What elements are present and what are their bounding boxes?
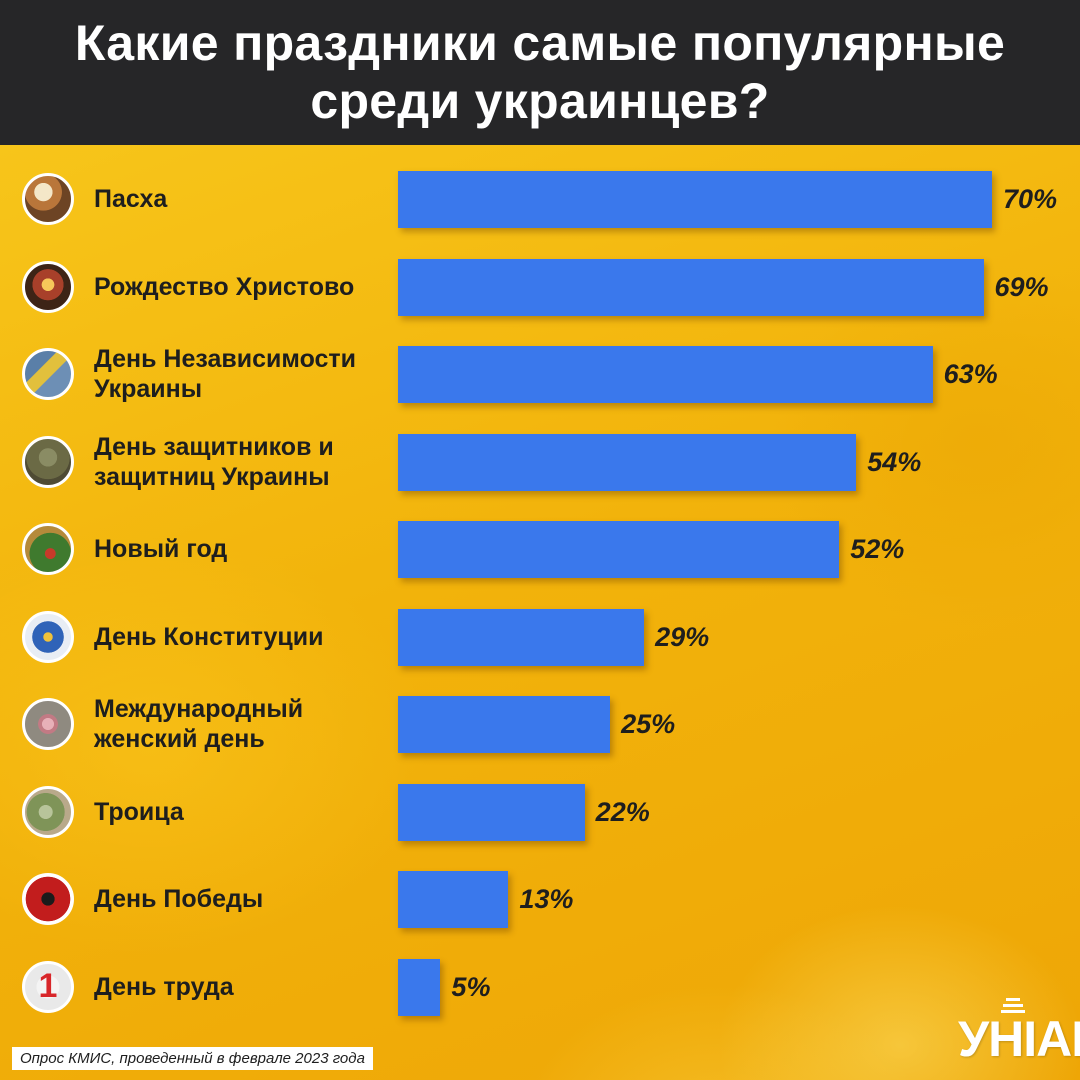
category-label: День Победы xyxy=(94,884,394,914)
bar xyxy=(398,171,992,228)
bar xyxy=(398,346,933,403)
bar xyxy=(398,433,857,491)
bar xyxy=(398,783,585,841)
value-label: 70% xyxy=(1003,184,1058,214)
nativity-icon xyxy=(22,260,74,313)
number-one-glyph: 1 xyxy=(38,966,58,1005)
logo-text: УНІАН xyxy=(958,1011,1080,1067)
value-label: 63% xyxy=(943,359,998,389)
category-label-line: Пасха xyxy=(94,185,168,213)
category-label: Международный женский день xyxy=(94,694,394,754)
value-label: 69% xyxy=(994,271,1049,302)
poppy-icon xyxy=(22,873,74,925)
bar xyxy=(398,608,645,666)
category-label-line: защитниц Украины xyxy=(94,462,330,491)
value-label: 13% xyxy=(519,884,574,914)
greenery-icon xyxy=(22,785,74,838)
category-label-line: Рождество Христово xyxy=(94,272,355,301)
number-one-icon: 1 xyxy=(22,960,74,1013)
chart-title: Какие праздники самые популярные среди у… xyxy=(0,14,1080,130)
category-label-line: Украины xyxy=(94,375,203,403)
easter-cake-icon xyxy=(22,173,74,225)
bar xyxy=(398,696,611,753)
category-label-line: женский день xyxy=(94,725,265,753)
category-label-line: День Победы xyxy=(94,885,264,913)
header: Какие праздники самые популярные среди у… xyxy=(0,0,1080,145)
category-label: Рождество Христово xyxy=(94,272,394,302)
category-label: День защитников и защитниц Украины xyxy=(94,432,394,492)
bar xyxy=(398,258,984,316)
category-label-line: Новый год xyxy=(94,535,228,563)
category-label-line: Международный xyxy=(94,695,304,723)
chart-title-line-1: Какие праздники самые популярные xyxy=(74,15,1006,71)
category-label: Новый год xyxy=(94,534,394,564)
category-label: Троица xyxy=(94,797,394,827)
logo-antenna-icon xyxy=(1001,998,1025,1013)
value-label: 54% xyxy=(867,446,922,477)
bar xyxy=(398,871,509,928)
trident-map-icon xyxy=(22,610,74,663)
category-label: День Конституции xyxy=(94,622,394,652)
ribbon-icon xyxy=(22,698,74,750)
value-label: 29% xyxy=(655,621,710,652)
christmas-tree-icon xyxy=(22,523,74,575)
bar xyxy=(398,958,441,1016)
soldier-icon xyxy=(22,435,74,488)
source-note: Опрос КМИС, проведенный в феврале 2023 г… xyxy=(12,1047,373,1070)
category-label: День труда xyxy=(94,972,394,1002)
category-label-line: День Независимости xyxy=(94,345,357,373)
category-label: День Независимости Украины xyxy=(94,344,394,404)
chart-title-line-2: среди украинцев? xyxy=(310,73,770,129)
category-label-line: Троица xyxy=(94,797,184,826)
value-label: 5% xyxy=(451,971,491,1002)
category-label-line: День труда xyxy=(94,972,234,1001)
category-label: Пасха xyxy=(94,184,394,214)
value-label: 25% xyxy=(621,709,676,739)
value-label: 52% xyxy=(850,534,905,564)
category-label-line: День защитников и xyxy=(94,432,334,461)
category-label-line: День Конституции xyxy=(94,622,324,651)
bar xyxy=(398,521,840,578)
unian-logo: УНІАН xyxy=(958,994,1080,1067)
value-label: 22% xyxy=(595,796,650,827)
flag-icon xyxy=(22,348,74,400)
